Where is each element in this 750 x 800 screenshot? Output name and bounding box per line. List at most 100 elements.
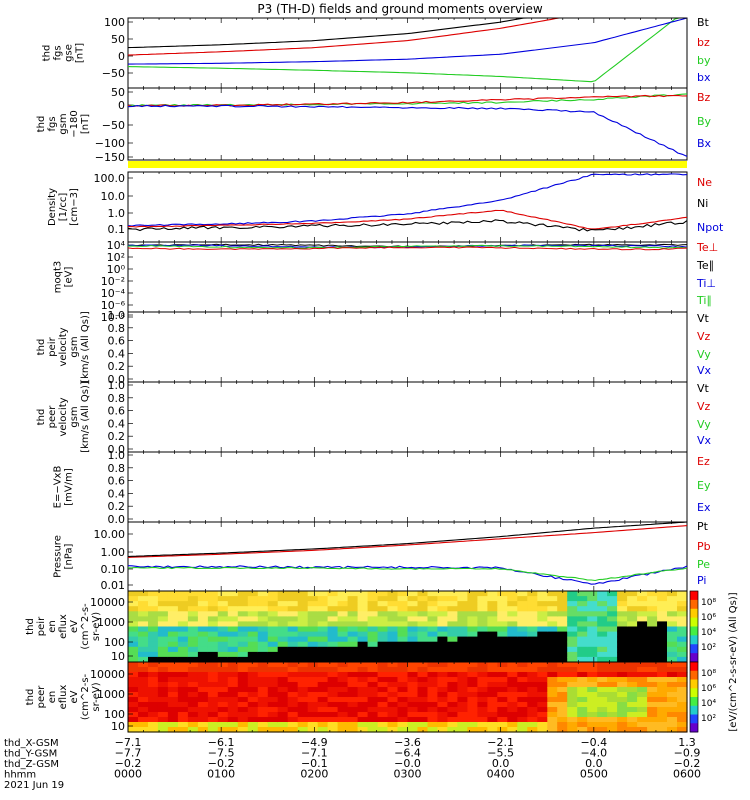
spectrogram-cell	[617, 601, 628, 607]
spectrogram-cell	[467, 621, 478, 628]
spectrogram-cell	[347, 712, 359, 718]
y-axis-label: velocity	[58, 327, 69, 366]
spectrogram-cell	[187, 601, 199, 607]
spectrogram-cell	[148, 641, 159, 648]
spectrogram-cell	[467, 727, 478, 733]
spectrogram-cell	[227, 631, 239, 638]
spectrogram-cell	[277, 687, 289, 693]
spectrogram-cell	[547, 667, 558, 673]
spectrogram-cell	[177, 621, 189, 628]
spectrogram-cell	[327, 712, 339, 718]
spectrogram-cell	[267, 626, 279, 633]
spectrogram-cell	[367, 606, 379, 612]
spectrogram-cell	[497, 656, 508, 663]
spectrogram-cell	[307, 636, 319, 643]
spectrogram-cell	[477, 717, 488, 723]
spectrogram-cell	[317, 631, 329, 638]
spectrogram-cell	[427, 697, 439, 703]
spectrogram-cell	[227, 727, 239, 733]
x-tick-label: 0200	[300, 768, 328, 781]
spectrogram-cell	[477, 712, 488, 718]
spectrogram-cell	[197, 677, 209, 683]
spectrogram-cell	[397, 611, 409, 617]
spectrogram-cell	[567, 626, 578, 633]
spectrogram-cell	[167, 697, 179, 703]
spectrogram-cell	[427, 636, 439, 643]
spectrogram-cell	[157, 672, 169, 678]
spectrogram-cell	[397, 662, 409, 668]
spectrogram-cell	[157, 702, 169, 708]
spectrogram-cell	[527, 677, 538, 683]
spectrogram-cell	[197, 611, 209, 617]
spectrogram-cell	[577, 641, 588, 648]
x-tick-label: −7.1	[301, 747, 328, 760]
y-axis-label: peer	[47, 405, 58, 429]
spectrogram-cell	[217, 707, 229, 713]
spectrogram-cell	[267, 667, 279, 673]
spectrogram-cell	[617, 591, 628, 597]
spectrogram-cell	[138, 692, 149, 698]
spectrogram-cell	[527, 682, 538, 688]
spectrogram-cell	[567, 727, 578, 733]
x-row-label: hhmm	[4, 770, 36, 781]
spectrogram-cell	[247, 616, 259, 623]
spectrogram-cell	[407, 677, 419, 683]
spectrogram-cell	[477, 672, 488, 678]
spectrogram-cell	[297, 591, 309, 597]
spectrogram-cell	[317, 636, 329, 643]
spectrogram-cell	[397, 626, 409, 633]
spectrogram-cell	[567, 707, 578, 713]
colorbar-segment	[690, 723, 698, 733]
spectrogram-cell	[287, 641, 299, 648]
spectrogram-cell	[477, 641, 488, 648]
spectrogram-cell	[467, 667, 478, 673]
spectrogram-cell	[507, 591, 518, 597]
y-tick-label: 10⁻²	[101, 275, 125, 288]
spectrogram-cell	[417, 606, 429, 612]
spectrogram-cell	[297, 616, 309, 623]
spectrogram-cell	[577, 722, 588, 728]
spectrogram-cell	[627, 651, 638, 658]
y-axis-label: velocity	[58, 397, 69, 436]
y-axis-label: [km/s (All Qs)]	[80, 381, 91, 453]
panel-frame	[127, 17, 688, 89]
spectrogram-cell	[317, 682, 329, 688]
spectrogram-cell	[128, 626, 139, 633]
spectrogram-cell	[347, 662, 359, 668]
spectrogram-cell	[667, 697, 678, 703]
spectrogram-cell	[657, 717, 668, 723]
spectrogram-cell	[417, 727, 429, 733]
spectrogram-cell	[148, 707, 159, 713]
spectrogram-cell	[167, 677, 179, 683]
spectrogram-cell	[287, 717, 299, 723]
legend-Vt: Vt	[697, 312, 710, 325]
spectrogram-cell	[297, 662, 309, 668]
x-tick-label: −7.7	[115, 747, 142, 760]
spectrogram-cell	[257, 662, 269, 668]
spectrogram-cell	[387, 651, 399, 658]
spectrogram-cell	[487, 601, 498, 607]
spectrogram-cell	[377, 641, 389, 648]
spectrogram-cell	[587, 601, 598, 607]
spectrogram-cell	[138, 677, 149, 683]
spectrogram-cell	[157, 727, 169, 733]
spectrogram-cell	[667, 596, 678, 602]
spectrogram-cell	[607, 677, 618, 683]
spectrogram-cell	[207, 662, 219, 668]
spectrogram-cell	[587, 682, 598, 688]
spectrogram-cell	[287, 707, 299, 713]
colorbar-segment	[690, 670, 698, 680]
y-tick-label: 10⁻⁸	[101, 311, 126, 324]
spectrogram-cell	[377, 596, 389, 602]
spectrogram-cell	[277, 646, 289, 653]
x-tick-label: −6.4	[394, 747, 421, 760]
spectrogram-cell	[517, 667, 528, 673]
spectrogram-cell	[537, 702, 548, 708]
y-axis-label: eflux	[58, 614, 69, 639]
spectrogram-cell	[397, 601, 409, 607]
spectrogram-cell	[487, 682, 498, 688]
spectrogram-cell	[567, 697, 578, 703]
spectrogram-cell	[138, 722, 149, 728]
spectrogram-cell	[457, 656, 468, 663]
